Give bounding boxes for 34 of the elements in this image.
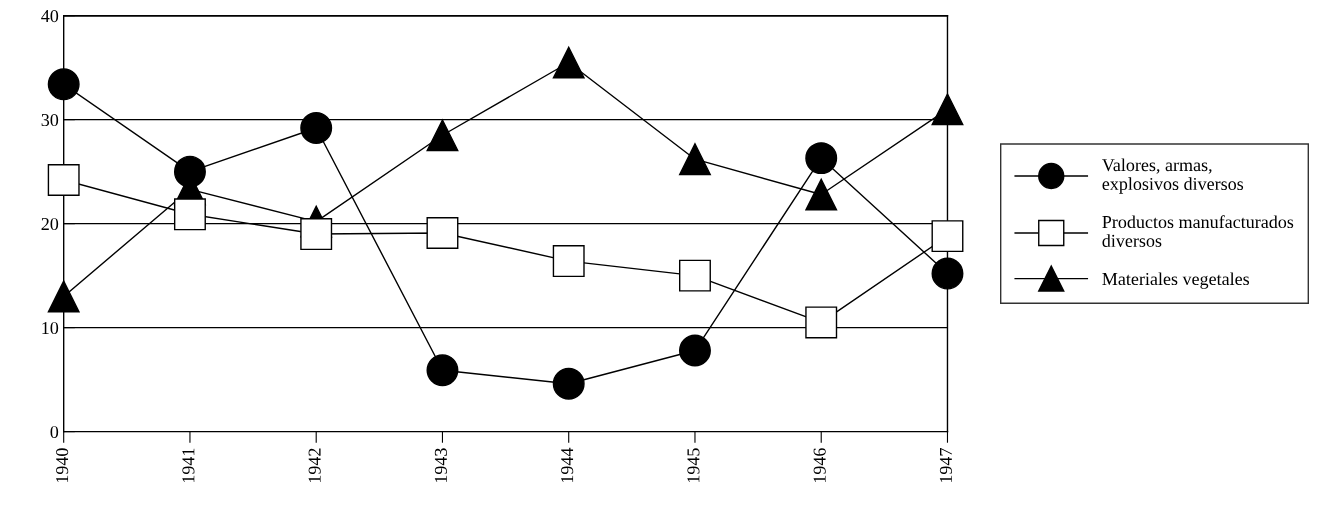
x-tick-label: 1944 <box>561 447 574 483</box>
point <box>300 218 333 251</box>
point <box>805 306 838 339</box>
point <box>173 155 206 188</box>
x-tick-label: 1941 <box>182 448 195 483</box>
y-tick-label: 20 <box>41 217 59 231</box>
point <box>552 367 585 400</box>
point <box>678 334 711 367</box>
x-tick-label: 1945 <box>687 448 700 483</box>
point <box>173 198 206 231</box>
point <box>300 112 333 144</box>
x-tick-label: 1946 <box>813 448 826 483</box>
x-tick-label: 1943 <box>434 448 447 483</box>
legend-label: Productos manufacturados diversos <box>1102 215 1294 247</box>
y-tick-label: 30 <box>41 113 59 127</box>
y-tick-label: 0 <box>50 425 59 439</box>
y-tick-label: 10 <box>42 321 59 335</box>
x-tick-label: 1942 <box>308 448 321 483</box>
point <box>552 46 585 79</box>
legend-label: Valores, armas, explosivos diversos <box>1102 158 1244 194</box>
point <box>678 143 711 176</box>
point <box>805 178 838 211</box>
point <box>47 280 80 313</box>
legend-label: Materiales vegetales <box>1102 272 1250 289</box>
point <box>426 119 459 152</box>
point <box>805 142 838 175</box>
point <box>426 354 459 387</box>
point <box>931 257 964 290</box>
point <box>47 68 80 101</box>
point <box>931 220 964 253</box>
x-tick-label: 1947 <box>939 448 952 483</box>
point <box>931 93 964 126</box>
x-tick-label: 1940 <box>56 448 69 483</box>
y-tick-label: 40 <box>41 9 59 23</box>
